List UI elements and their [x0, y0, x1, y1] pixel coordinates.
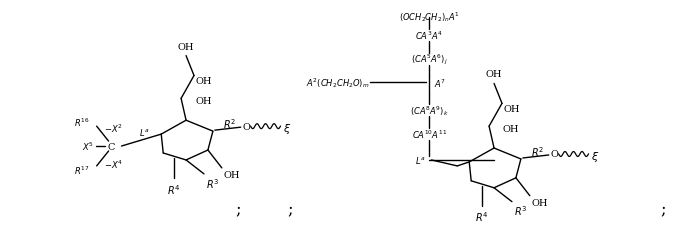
- Text: OH: OH: [196, 77, 212, 86]
- Text: C: C: [108, 142, 115, 151]
- Text: $L^a$: $L^a$: [415, 155, 426, 166]
- Text: $R^{17}$: $R^{17}$: [74, 164, 90, 176]
- Text: $\xi$: $\xi$: [283, 122, 292, 136]
- Text: $A^7$: $A^7$: [434, 77, 447, 89]
- Text: $R^3$: $R^3$: [206, 176, 219, 190]
- Text: $R^4$: $R^4$: [168, 182, 181, 196]
- Text: $R^3$: $R^3$: [514, 204, 527, 217]
- Text: ;: ;: [288, 199, 293, 216]
- Text: O: O: [243, 122, 251, 131]
- Text: $R^{16}$: $R^{16}$: [74, 116, 90, 129]
- Text: $(CA^5A^6)_j$: $(CA^5A^6)_j$: [411, 52, 448, 67]
- Text: OH: OH: [224, 170, 240, 179]
- Text: $R^2$: $R^2$: [223, 117, 236, 131]
- Text: OH: OH: [195, 96, 211, 105]
- Text: $\xi$: $\xi$: [591, 149, 600, 163]
- Text: $X^5$: $X^5$: [82, 140, 94, 153]
- Text: $CA^{10}A^{11}$: $CA^{10}A^{11}$: [412, 128, 447, 141]
- Text: O: O: [551, 150, 558, 159]
- Text: $A^2(CH_2CH_2O)_m$: $A^2(CH_2CH_2O)_m$: [306, 76, 370, 90]
- Text: $-X^4$: $-X^4$: [103, 158, 122, 170]
- Text: OH: OH: [503, 124, 519, 133]
- Text: $(CA^8A^9)_k$: $(CA^8A^9)_k$: [410, 104, 449, 118]
- Text: OH: OH: [178, 42, 194, 52]
- Text: ;: ;: [660, 199, 666, 216]
- Text: $L^a$: $L^a$: [139, 126, 149, 137]
- Text: $(OCH_2CH_2)_nA^1$: $(OCH_2CH_2)_nA^1$: [399, 10, 460, 24]
- Text: ;: ;: [235, 199, 241, 216]
- Text: $R^2$: $R^2$: [530, 144, 544, 158]
- Text: OH: OH: [504, 104, 521, 113]
- Text: $CA^3A^4$: $CA^3A^4$: [415, 30, 443, 42]
- Text: OH: OH: [486, 70, 503, 79]
- Text: $-X^2$: $-X^2$: [103, 122, 122, 135]
- Text: OH: OH: [532, 198, 549, 207]
- Text: $R^4$: $R^4$: [475, 210, 489, 223]
